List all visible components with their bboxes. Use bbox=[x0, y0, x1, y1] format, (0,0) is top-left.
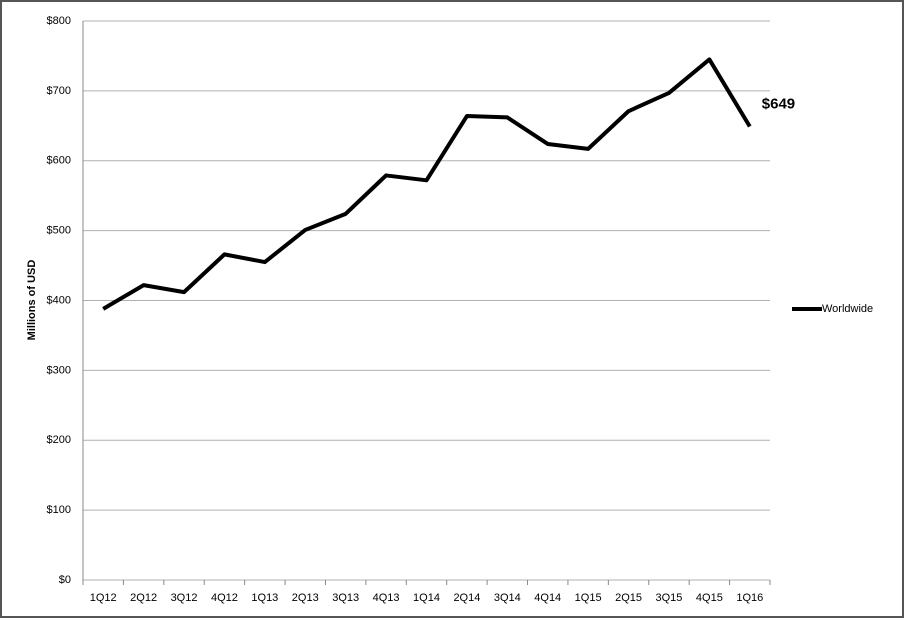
y-tick-label: $700 bbox=[47, 85, 71, 97]
y-tick-label: $800 bbox=[47, 15, 71, 27]
x-tick-label: 2Q15 bbox=[615, 592, 642, 604]
data-label: $649 bbox=[762, 95, 795, 112]
x-tick-label: 1Q13 bbox=[251, 592, 278, 604]
x-tick-label: 3Q13 bbox=[332, 592, 359, 604]
x-tick-label: 3Q12 bbox=[171, 592, 198, 604]
x-tick-label: 3Q15 bbox=[656, 592, 683, 604]
legend-label: Worldwide bbox=[822, 303, 873, 315]
x-tick-label: 2Q13 bbox=[292, 592, 319, 604]
line bbox=[102, 57, 752, 311]
x-tick-label: 4Q15 bbox=[696, 592, 723, 604]
y-tick-label: $300 bbox=[47, 364, 71, 376]
y-tick-label: $200 bbox=[47, 434, 71, 446]
x-tick-label: 4Q14 bbox=[534, 592, 561, 604]
y-tick-label: $100 bbox=[47, 504, 71, 516]
x-tick-label: 1Q12 bbox=[90, 592, 117, 604]
x-tick-label: 4Q12 bbox=[211, 592, 238, 604]
x-tick-label: 3Q14 bbox=[494, 592, 521, 604]
y-tick-label: $600 bbox=[47, 155, 71, 167]
y-tick-label: $500 bbox=[47, 225, 71, 237]
x-tick-label: 4Q13 bbox=[373, 592, 400, 604]
y-tick-label: $400 bbox=[47, 294, 71, 306]
x-tick-label: 1Q14 bbox=[413, 592, 440, 604]
y-tick-label: $0 bbox=[59, 574, 71, 586]
x-tick-label: 1Q16 bbox=[736, 592, 763, 604]
x-tick-label: 2Q12 bbox=[130, 592, 157, 604]
x-tick-label: 1Q15 bbox=[575, 592, 602, 604]
y-axis-label: Millions of USD bbox=[26, 260, 38, 341]
x-tick-label: 2Q14 bbox=[453, 592, 480, 604]
